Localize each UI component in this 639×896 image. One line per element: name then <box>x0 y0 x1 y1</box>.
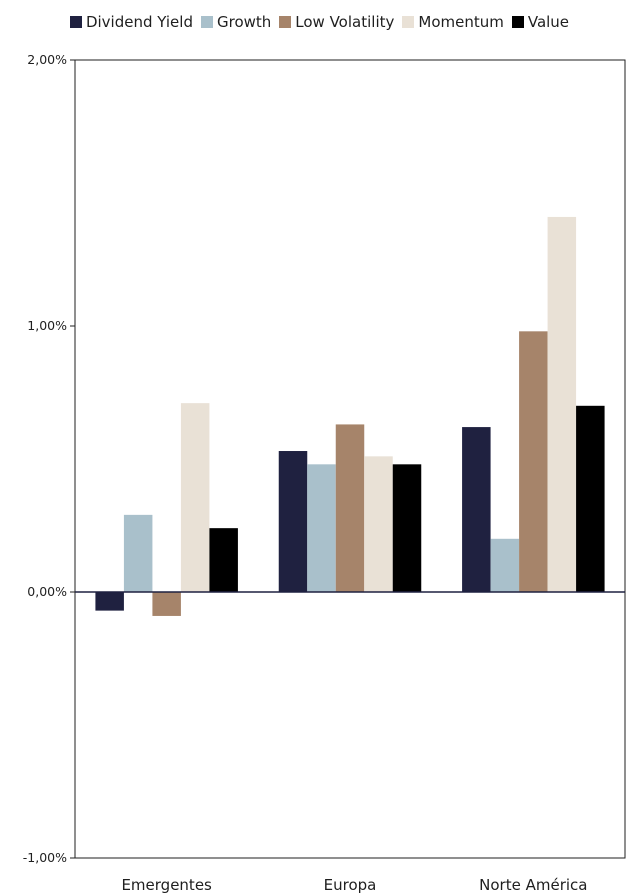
y-tick-label: 1,00% <box>27 318 67 333</box>
bar-europa-low-volatility <box>335 424 365 592</box>
bar-europa-growth <box>307 464 336 592</box>
legend-swatch-dividend-yield <box>69 16 82 28</box>
y-tick-label: 2,00% <box>27 52 67 67</box>
legend-swatch-momentum <box>402 16 415 28</box>
legend-item-value: Value <box>511 13 570 31</box>
bar-norte-am-rica-low-volatility <box>519 331 548 592</box>
bar-europa-dividend-yield <box>278 451 308 592</box>
bar-europa-momentum <box>364 456 393 592</box>
legend-swatch-value <box>511 16 524 28</box>
legend-label-momentum: Momentum <box>418 13 504 31</box>
x-category-label-europa: Europa <box>324 876 377 894</box>
x-category-label-emergentes: Emergentes <box>121 876 212 894</box>
bar-norte-am-rica-value <box>576 405 605 592</box>
legend-item-growth: Growth <box>200 13 272 31</box>
bar-norte-am-rica-growth <box>490 538 520 592</box>
bar-europa-value <box>392 464 422 592</box>
legend: Dividend Yield Growth Low Volatility Moment… <box>0 10 639 34</box>
legend-label-low-volatility: Low Volatility <box>295 13 395 31</box>
plot-frame <box>74 59 626 859</box>
bar-emergentes-dividend-yield <box>95 592 124 611</box>
legend-label-dividend-yield: Dividend Yield <box>85 13 193 31</box>
bar-norte-am-rica-dividend-yield <box>462 427 491 592</box>
bar-emergentes-momentum <box>180 403 210 592</box>
bar-emergentes-low-volatility <box>152 592 181 616</box>
y-axis-ticks: -1,00% 0,00% 1,00% 2,00% <box>23 52 75 865</box>
y-tick-label: 0,00% <box>27 584 67 599</box>
legend-label-value: Value <box>527 13 570 31</box>
bar-emergentes-value <box>209 528 238 592</box>
bars <box>95 216 605 616</box>
legend-label-growth: Growth <box>216 13 272 31</box>
y-tick-label: -1,00% <box>23 850 67 865</box>
x-axis-labels: Emergentes Europa Norte América <box>121 876 587 894</box>
legend-swatch-growth <box>200 16 213 28</box>
legend-item-low-volatility: Low Volatility <box>279 13 394 31</box>
bar-emergentes-growth <box>123 514 153 592</box>
x-category-label-norte-am-rica: Norte América <box>479 876 587 894</box>
legend-item-dividend-yield: Dividend Yield <box>69 13 193 31</box>
legend-item-momentum: Momentum <box>402 13 504 31</box>
bar-norte-am-rica-momentum <box>547 216 577 592</box>
legend-swatch-low-volatility <box>279 16 292 28</box>
